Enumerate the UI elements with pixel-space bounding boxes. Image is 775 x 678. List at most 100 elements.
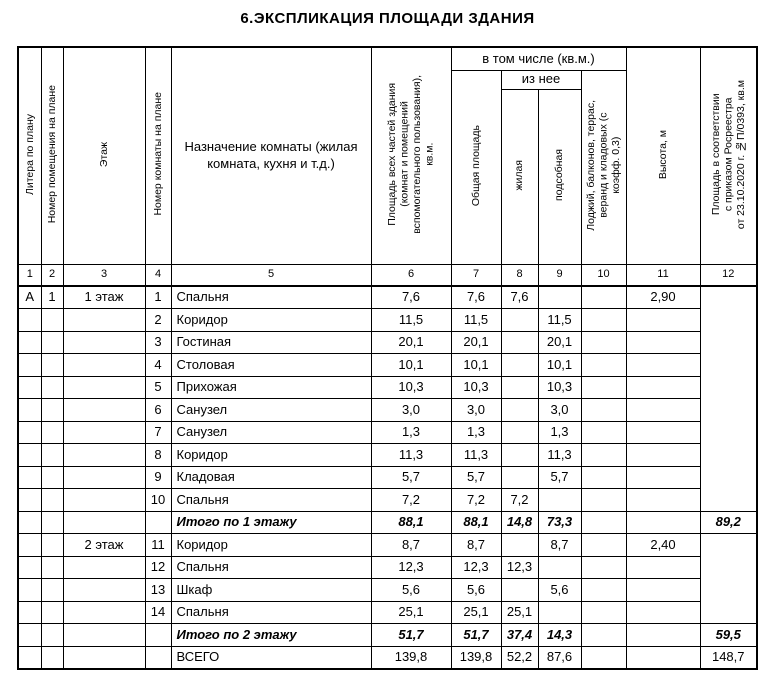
cell-floor [62, 398, 146, 422]
cell-height [625, 488, 701, 512]
page-title: 6.ЭКСПЛИКАЦИЯ ПЛОЩАДИ ЗДАНИЯ [240, 10, 535, 27]
cell-area-common: 5,6 [450, 578, 502, 602]
cell-area-aux: 14,3 [537, 623, 582, 647]
cell-room-name: Итого по 2 этажу [170, 623, 372, 647]
cell-area-balcony [580, 600, 627, 624]
cell-litera [17, 353, 42, 377]
col-number-5: 5 [170, 263, 372, 287]
cell-floor [62, 420, 146, 444]
col-header-litera: Литера по плану [17, 46, 42, 265]
cell-area-common: 5,7 [450, 465, 502, 489]
cell-floor [62, 600, 146, 624]
table-row: 2 этаж 11 Коридор 8,7 8,7 8,7 2,40 [17, 533, 758, 624]
cell-room-name: Спальня [170, 555, 372, 579]
cell-area-total: 8,7 [370, 533, 452, 557]
cell-room-no [40, 308, 64, 332]
cell-height: 2,40 [625, 533, 701, 557]
cell-height [625, 308, 701, 332]
cell-area-balcony [580, 533, 627, 557]
cell-floor [62, 353, 146, 377]
cell-room-name: Спальня [170, 600, 372, 624]
cell-floor [62, 308, 146, 332]
cell-area-total: 51,7 [370, 623, 452, 647]
table-row: 13 Шкаф 5,6 5,6 5,6 [17, 578, 757, 602]
col-header-area-living: жилая [500, 88, 539, 265]
cell-area-total: 139,8 [370, 645, 452, 670]
cell-height [625, 510, 701, 534]
cell-area-aux: 10,1 [537, 353, 582, 377]
cell-area-total: 7,6 [370, 285, 452, 309]
cell-area-common: 7,6 [450, 285, 502, 309]
cell-area-rosreestr: 59,5 [699, 623, 758, 647]
cell-floor: 2 этаж [62, 533, 146, 557]
cell-area-total: 20,1 [370, 330, 452, 354]
cell-area-common: 11,3 [450, 443, 502, 467]
cell-area-common: 12,3 [450, 555, 502, 579]
cell-room-no [40, 353, 64, 377]
cell-room-no [40, 330, 64, 354]
cell-area-total: 5,7 [370, 465, 452, 489]
cell-floor: 1 этаж [62, 285, 146, 309]
cell-room-name: Коридор [170, 533, 372, 557]
col-header-area-total-label: Площадь всех частей здания (комнат и пом… [386, 74, 436, 234]
cell-area-common: 7,2 [450, 488, 502, 512]
col-header-area-living-label: жилая [513, 159, 526, 191]
cell-room-no [40, 488, 64, 512]
cell-area-common: 10,1 [450, 353, 502, 377]
cell-room-no [40, 420, 64, 444]
cell-area-total: 10,1 [370, 353, 452, 377]
cell-area-balcony [580, 285, 627, 309]
cell-area-living [500, 398, 539, 422]
cell-area-living [500, 353, 539, 377]
col-number-6: 6 [370, 263, 452, 287]
col-header-area-common: Общая площадь [450, 69, 502, 265]
cell-area-aux: 5,6 [537, 578, 582, 602]
cell-room-name: Итого по 1 этажу [170, 510, 372, 534]
cell-height [625, 330, 701, 354]
col-number-10: 10 [580, 263, 627, 287]
cell-room-num: 2 [144, 308, 172, 332]
cell-area-common: 139,8 [450, 645, 502, 670]
col-number-1: 1 [17, 263, 42, 287]
cell-area-living [500, 308, 539, 332]
cell-litera [17, 555, 42, 579]
cell-room-name: ВСЕГО [170, 645, 372, 670]
cell-area-common: 1,3 [450, 420, 502, 444]
cell-litera: А [17, 285, 42, 309]
col-header-height-label: Высота, м [656, 129, 669, 179]
cell-area-balcony [580, 353, 627, 377]
cell-room-no [40, 600, 64, 624]
cell-litera [17, 578, 42, 602]
col-header-area-aux-label: подсобная [553, 148, 566, 201]
cell-room-name: Спальня [170, 488, 372, 512]
cell-litera [17, 465, 42, 489]
cell-area-balcony [580, 510, 627, 534]
cell-litera [17, 533, 42, 557]
cell-room-num: 1 [144, 285, 172, 309]
cell-room-num: 8 [144, 443, 172, 467]
cell-area-total: 3,0 [370, 398, 452, 422]
cell-area-balcony [580, 578, 627, 602]
cell-area-aux: 1,3 [537, 420, 582, 444]
cell-floor [62, 578, 146, 602]
table-row: 3 Гостиная 20,1 20,1 20,1 [17, 330, 757, 354]
cell-height [625, 555, 701, 579]
cell-area-aux: 3,0 [537, 398, 582, 422]
cell-area-total: 12,3 [370, 555, 452, 579]
col-number-4: 4 [144, 263, 172, 287]
col-header-floor: Этаж [62, 46, 146, 265]
cell-area-living: 25,1 [500, 600, 539, 624]
table-row: 4 Столовая 10,1 10,1 10,1 [17, 353, 757, 377]
cell-area-rosreestr: 148,7 [699, 645, 758, 670]
cell-area-living: 7,6 [500, 285, 539, 309]
cell-room-num: 10 [144, 488, 172, 512]
cell-height: 2,90 [625, 285, 701, 309]
table-row: 6 Санузел 3,0 3,0 3,0 [17, 398, 757, 422]
cell-height [625, 600, 701, 624]
col-header-litera-label: Литера по плану [23, 113, 36, 195]
table-row: 5 Прихожая 10,3 10,3 10,3 [17, 375, 757, 399]
cell-area-total: 11,5 [370, 308, 452, 332]
cell-area-balcony [580, 488, 627, 512]
cell-floor [62, 465, 146, 489]
